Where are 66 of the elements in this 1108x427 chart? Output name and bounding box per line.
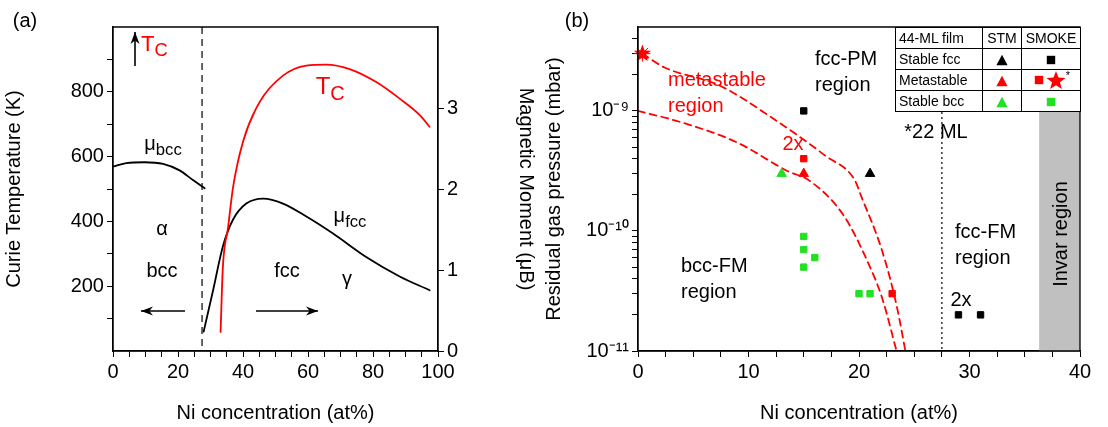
y-axis-title: Curie Temperature (K) [1,90,24,288]
x-tick-label: 100 [421,359,455,382]
x-axis-title: Ni concentration (at%) [176,400,375,423]
y2-tick-label: 2 [447,176,459,199]
x-tick-label: 20 [847,359,871,382]
annotation: * [1065,69,1071,81]
x-tick-label: 80 [361,359,385,382]
y-tick-label: 400 [70,208,104,231]
point [976,311,985,319]
point [800,155,808,163]
point [866,290,874,298]
point [800,245,808,254]
point [800,263,808,271]
annotation: SMOKE [1021,27,1081,49]
annotation: fcc-FM region [955,220,1017,268]
x-tick-label: 30 [958,359,981,382]
point [811,253,819,262]
point [864,167,876,177]
annotation: 44-ML film [895,27,983,49]
annotation: T$_{C}$ [141,30,168,63]
annotation: fcc-PM region [815,47,878,95]
y2-tick-label: 1 [447,257,459,280]
x-tick-label: 40 [231,359,255,382]
x-tick-label: 0 [632,359,644,382]
annotation: Stable fcc [895,48,983,70]
point [798,167,810,177]
annotation: α [156,216,168,241]
point [888,290,896,298]
series-label: T$_{C}$ [315,70,345,106]
x-tick-label: 60 [296,359,320,382]
point [954,311,963,319]
x-tick-label: 10 [737,359,760,382]
series-label: μ$_{bcc}$ [144,130,182,161]
y-tick-label: 600 [70,144,104,167]
point [855,290,863,298]
annotation: Metastable [895,69,983,91]
x-tick-label: 0 [107,359,119,382]
annotation: bcc-FM region [681,253,749,304]
annotation: 2x [950,287,972,312]
band-label: Invar region [1047,181,1072,288]
annotation: *22 ML [904,119,968,144]
y-tick-label: 800 [70,79,104,102]
y-tick-label: 10⁻¹⁰ [586,218,629,241]
annotation: 2x [782,131,804,156]
annotation: bcc [146,258,178,283]
x-tick-label: 40 [1068,359,1092,382]
series-label: μ$_{fcc}$ [333,202,367,232]
annotation: fcc [274,258,300,283]
y-tick-label: 10⁻¹¹ [586,338,630,361]
annotation: Stable bcc [895,90,983,112]
text: (a) [12,8,38,33]
text: (b) [564,8,590,33]
line-series [219,63,431,333]
point [800,107,808,115]
annotation: STM [982,27,1022,49]
y2-tick-label: 0 [447,338,459,361]
annotation: γ [342,266,352,291]
y2-tick-label: 3 [447,95,459,118]
point [776,167,787,177]
x-tick-label: 20 [166,359,190,382]
y-tick-label: 10⁻⁹ [591,98,629,121]
point [800,232,808,241]
y2-axis-title: Magnetic Moment (μB) [516,87,539,291]
x-axis-title: Ni concentration (at%) [760,400,958,423]
y-axis-title: Residual gas pressure (mbar) [541,57,564,321]
y-tick-label: 200 [70,273,104,296]
